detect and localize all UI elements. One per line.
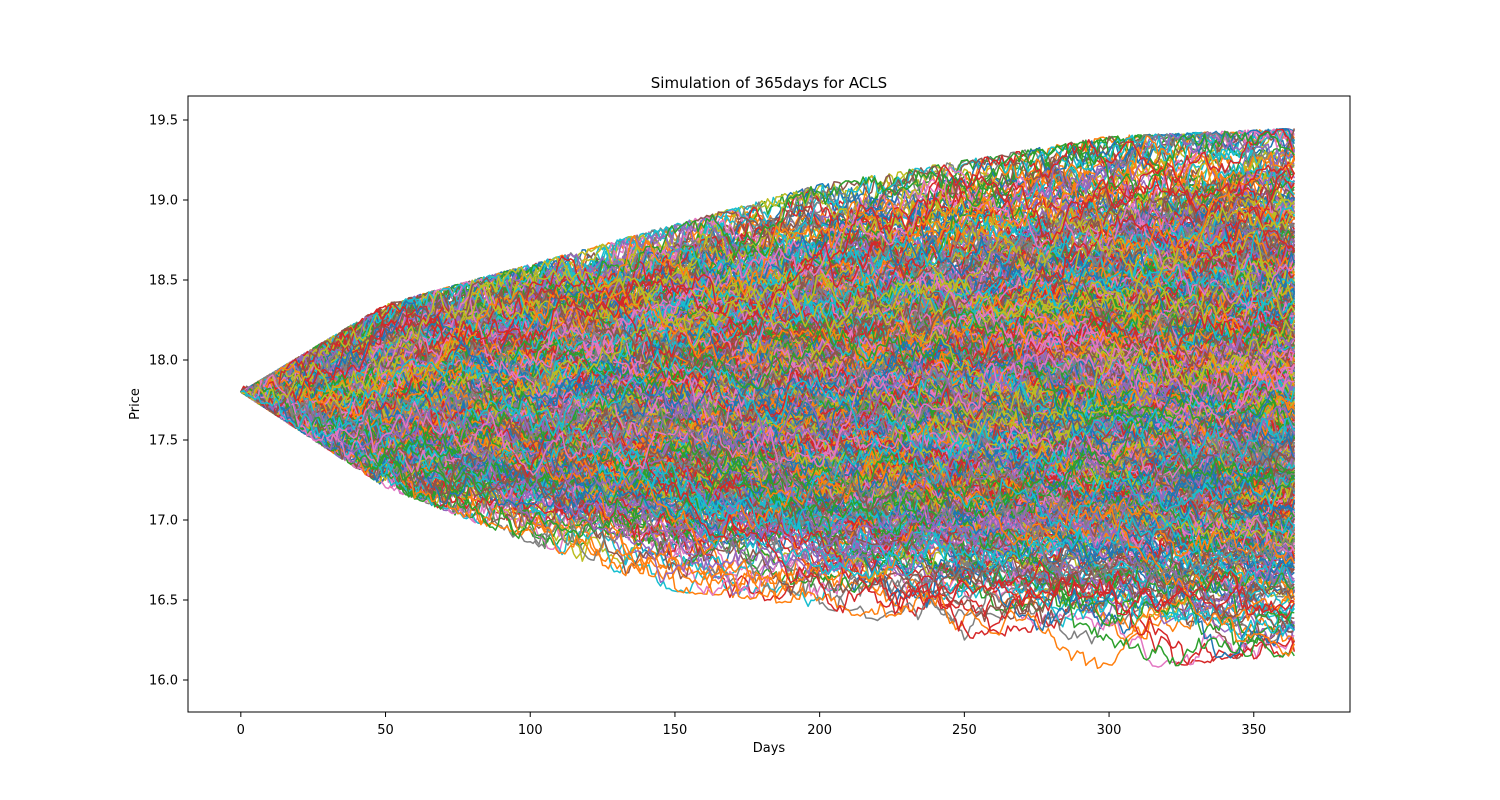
y-tick-label: 17.0: [149, 514, 178, 529]
y-tick-label: 19.0: [149, 194, 178, 209]
y-axis-label: Price: [128, 388, 143, 420]
x-tick-label: 150: [663, 723, 688, 738]
x-tick-label: 0: [237, 723, 245, 738]
y-tick-label: 18.0: [149, 354, 178, 369]
y-tick-label: 19.5: [149, 114, 178, 129]
x-tick-label: 50: [377, 723, 394, 738]
x-tick-label: 350: [1241, 723, 1266, 738]
chart-title: Simulation of 365days for ACLS: [651, 74, 887, 92]
y-tick-label: 16.0: [149, 674, 178, 689]
y-tick-label: 17.5: [149, 434, 178, 449]
y-axis-ticks: 16.0 16.5 17.0 17.5 18.0 18.5 19.0 19.5: [149, 114, 188, 689]
x-axis-label: Days: [753, 741, 786, 756]
x-tick-label: 250: [952, 723, 977, 738]
y-tick-label: 18.5: [149, 274, 178, 289]
y-tick-label: 16.5: [149, 594, 178, 609]
x-tick-label: 300: [1097, 723, 1122, 738]
x-axis-ticks: 0 50 100 150 200 250 300 350: [237, 712, 1267, 738]
x-tick-label: 100: [518, 723, 543, 738]
series-lines: [241, 129, 1295, 669]
x-tick-label: 200: [807, 723, 832, 738]
